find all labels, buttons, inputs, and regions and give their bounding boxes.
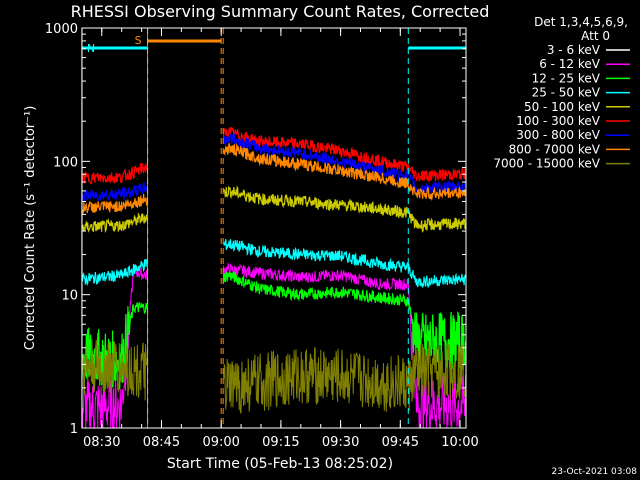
x-tick-label-5: 09:30 bbox=[322, 435, 359, 450]
legend-label-9: 7000 - 15000 keV bbox=[493, 157, 600, 171]
x-tick-label-3: 09:00 bbox=[202, 435, 239, 450]
legend-label-8: 800 - 7000 keV bbox=[509, 142, 601, 156]
footer-date: 23-Oct-2021 03:08 bbox=[552, 467, 638, 477]
series-line-4 bbox=[81, 239, 467, 289]
flag-label-s: S bbox=[135, 34, 142, 47]
x-tick-label-6: 09:45 bbox=[382, 435, 419, 450]
marker-layer: SN bbox=[81, 28, 467, 428]
y-tick-label-1: 1 bbox=[70, 422, 78, 437]
legend-header-line-1: Det 1,3,4,5,6,9, bbox=[534, 15, 628, 29]
x-axis: 08:30 08:45 09:00 09:15 09:30 09:45 10:00 bbox=[83, 28, 479, 450]
x-tick-label-2: 08:45 bbox=[143, 435, 180, 450]
series-line-5 bbox=[81, 185, 467, 234]
series-line-2 bbox=[81, 261, 467, 430]
legend-label-3: 12 - 25 keV bbox=[532, 71, 601, 85]
series-layer bbox=[81, 126, 467, 430]
series-line-7 bbox=[81, 133, 467, 202]
x-tick-label-4: 09:15 bbox=[262, 435, 299, 450]
y-axis-label: Corrected Count Rate (s⁻¹ detector⁻¹) bbox=[23, 106, 38, 351]
y-tick-label-4: 1000 bbox=[45, 22, 78, 37]
y-tick-label-2: 10 bbox=[61, 289, 78, 304]
series-line-8 bbox=[81, 142, 467, 215]
legend-label-7: 300 - 800 keV bbox=[516, 128, 600, 142]
legend-label-5: 50 - 100 keV bbox=[524, 100, 601, 114]
legend-label-4: 25 - 50 keV bbox=[532, 86, 601, 100]
flag-label-n: N bbox=[87, 42, 95, 55]
legend-header-line-2: Att 0 bbox=[581, 29, 610, 43]
series-line-6 bbox=[81, 126, 467, 185]
y-tick-label-3: 100 bbox=[53, 155, 78, 170]
legend-label-1: 3 - 6 keV bbox=[547, 43, 601, 57]
legend-label-6: 100 - 300 keV bbox=[516, 114, 600, 128]
legend-label-2: 6 - 12 keV bbox=[539, 57, 601, 71]
chart-title: RHESSI Observing Summary Count Rates, Co… bbox=[71, 2, 490, 21]
x-axis-label: Start Time (05-Feb-13 08:25:02) bbox=[167, 456, 393, 472]
plot-frame bbox=[81, 27, 467, 429]
y-axis: 1 10 100 1000 bbox=[45, 22, 466, 437]
x-tick-label-1: 08:30 bbox=[83, 435, 120, 450]
series-line-9 bbox=[81, 339, 467, 414]
x-tick-label-7: 10:00 bbox=[441, 435, 478, 450]
